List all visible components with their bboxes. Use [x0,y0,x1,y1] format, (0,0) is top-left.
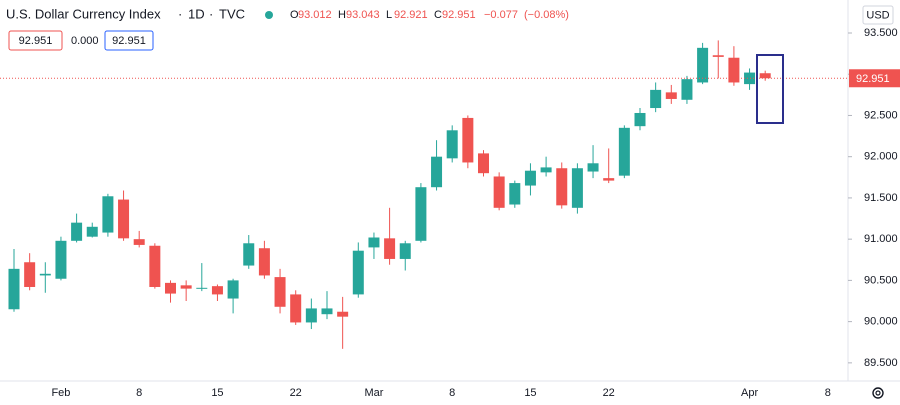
x-tick-label: 15 [524,387,536,399]
candle-body [415,187,427,241]
candle-body [712,55,724,57]
ohlc-key: L [386,9,392,21]
last-price-label: 92.951 [856,73,890,85]
price-box [104,30,154,51]
candle-body [524,170,536,186]
candle-body [290,294,302,323]
candle-body [587,163,599,172]
candle-body [556,168,568,206]
y-tick-label: 92.000 [864,151,898,163]
candle-body [618,127,630,176]
plot-area [0,40,848,349]
market-status [265,11,273,19]
candle-body [196,287,208,289]
candle-body [39,273,51,276]
candle-body [431,156,443,188]
candle-body [321,308,333,315]
candle-body [399,243,411,259]
candle-body [650,89,662,109]
ohlc-value: 93.012 [298,9,332,21]
candle-body [603,178,615,181]
candle-body [274,277,286,307]
candle-body [258,248,270,276]
last-price-box [849,69,900,88]
change: −0.077 [484,9,518,21]
exchange: TVC [219,6,245,21]
candle-body [728,57,740,83]
candle-body [133,239,145,245]
candle-body [227,280,239,299]
x-tick-label: Apr [741,387,758,399]
candle-body [697,47,709,83]
x-tick-label: Feb [51,387,70,399]
y-tick-label: 91.500 [864,192,898,204]
y-tick-label: 90.000 [864,316,898,328]
candle-body [384,238,396,259]
candle-body [8,268,20,310]
candle-body [71,222,83,241]
candle-body [462,117,474,163]
candle-body [211,286,223,295]
separator: · [178,6,182,21]
settings-icon[interactable] [872,387,884,399]
x-tick-label: 22 [290,387,302,399]
ohlc-value: 93.043 [346,9,380,21]
candle-body [55,240,67,279]
candle-body [243,243,255,266]
candle-body [102,196,114,233]
candle-body [634,112,646,127]
x-tick-label: Mar [364,387,383,399]
highlight-box [756,54,784,124]
candle-body [24,262,36,287]
candle-body [446,130,458,159]
y-tick-label: 92.500 [864,109,898,121]
candle-body [352,250,364,295]
y-tick-label: 93.500 [864,27,898,39]
ohlc-key: C [434,9,442,21]
candle-body [149,245,161,287]
candle-body [305,308,317,323]
y-tick-label: 91.000 [864,233,898,245]
change-pct: (−0.08%) [524,9,569,21]
x-tick-label: 22 [603,387,615,399]
currency[interactable]: USD [866,9,889,21]
ohlc-key: H [338,9,346,21]
x-tick-label: 8 [449,387,455,399]
ohlc-key: O [290,9,299,21]
ohlc-value: 92.951 [442,9,476,21]
candle-body [744,72,756,85]
y-tick-label: 89.500 [864,357,898,369]
candle-body [165,282,176,294]
y-tick-label: 90.500 [864,274,898,286]
candle-body [509,183,521,205]
price-box-value: 92.951 [19,35,53,47]
symbol-title[interactable]: U.S. Dollar Currency Index [6,6,161,21]
candle-body [540,167,552,173]
ohlc-value: 92.921 [394,9,428,21]
candle-body [118,199,130,239]
candle-body [86,226,98,237]
ohlc-legend: O 93.012 H 93.043 L 92.921 C 92.951 −0.077 (−0.08… [290,9,569,21]
candle-body [478,153,489,174]
indicator-value: 0.000 [71,35,99,47]
candle-body [337,311,349,317]
interval[interactable]: 1D [188,6,205,21]
separator: · [209,6,213,21]
x-tick-label: 8 [136,387,142,399]
candle-body [759,73,771,79]
candle-body [571,168,583,208]
candle-body [665,92,677,99]
candle-body [493,176,505,208]
x-tick-label: 8 [825,387,831,399]
candle-body [368,237,380,248]
candle-body [180,285,192,289]
price-box [8,30,63,51]
candle-body [681,79,693,100]
x-tick-label: 15 [211,387,223,399]
price-box-value: 92.951 [112,35,146,47]
currency-button[interactable] [862,5,894,25]
